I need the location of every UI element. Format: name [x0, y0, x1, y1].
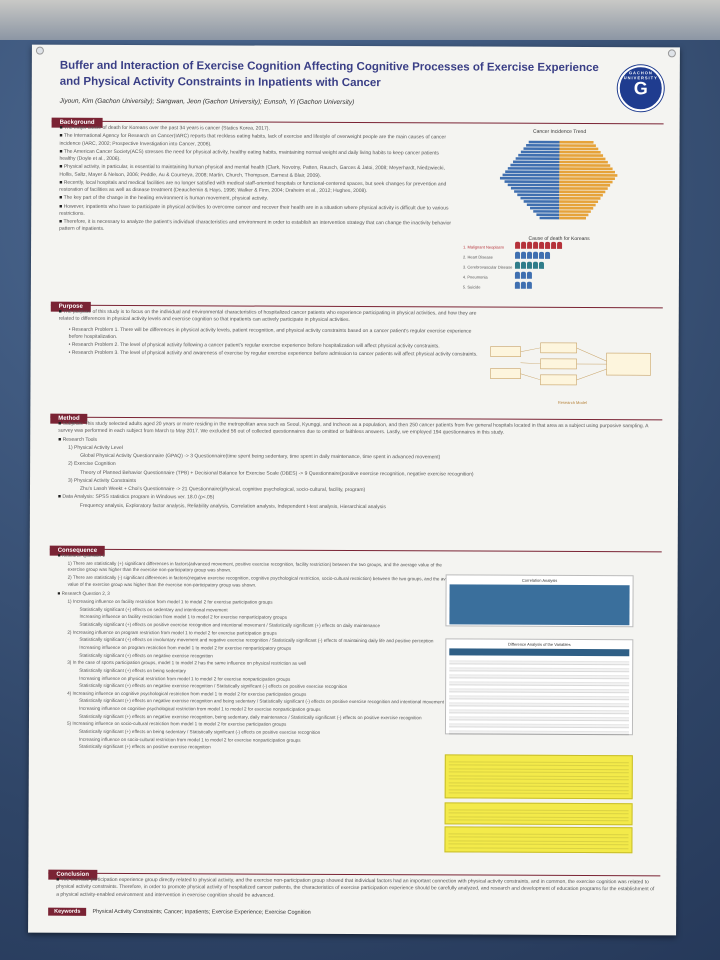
- table-row: [448, 789, 629, 795]
- pyramid-bar-right: [559, 216, 586, 220]
- pyramid-bar-right: [559, 163, 611, 167]
- pyramid-bar-right: [559, 183, 611, 187]
- pyramid-bar-left: [533, 210, 560, 213]
- method-text: Subjects: This study selected adults age…: [58, 421, 658, 513]
- regression-table-3: [444, 826, 633, 854]
- section-header-method: Method: [50, 406, 663, 424]
- research-model-caption: Research Model: [557, 399, 587, 406]
- university-logo: GACHON UNIVERSITY G: [617, 65, 664, 112]
- pyramid-bar-right: [559, 147, 599, 151]
- pyramid-bar-left: [526, 144, 560, 147]
- pyramid-bar-right: [559, 213, 589, 217]
- pyramid-bar-left: [507, 183, 560, 187]
- pyramid-bar-left: [514, 190, 560, 193]
- pyramid-bar-left: [518, 153, 560, 157]
- pyramid-bar-right: [559, 187, 608, 190]
- section-header-consequence: Consequence: [49, 538, 662, 556]
- death-row: 5. Suicide: [463, 281, 659, 292]
- pyramid-bar-right: [559, 203, 596, 207]
- section-header-background: Background: [51, 110, 664, 128]
- pyramid-bar-left: [510, 186, 560, 190]
- pyramid-bar-left: [526, 203, 560, 207]
- poster-authors: Jiyoun, Kim (Gachon University); Sangwan…: [59, 97, 355, 106]
- regression-table-2: [444, 802, 633, 826]
- pyramid-bar-right: [559, 150, 601, 154]
- pin-icon: [667, 49, 676, 58]
- pyramid-bar-left: [520, 196, 560, 200]
- pyramid-bar-right: [559, 200, 599, 204]
- pyramid-bar-left: [502, 173, 560, 177]
- pyramid-chart: [499, 140, 618, 220]
- pyramid-bar-right: [559, 144, 596, 147]
- pyramid-bar-left: [523, 200, 560, 203]
- pyramid-bar-right: [559, 170, 615, 174]
- pyramid-bar-left: [517, 193, 560, 197]
- pyramid-bar-right: [559, 196, 601, 200]
- pyramid-bar-left: [499, 176, 560, 180]
- pyramid-bar-right: [559, 193, 603, 197]
- pyramid-bar-right: [559, 206, 594, 210]
- section-header-purpose: Purpose: [50, 294, 663, 312]
- poster: Buffer and Interaction of Exercise Cogni…: [28, 44, 680, 936]
- purpose-text: The purpose of this study is to focus on…: [59, 309, 479, 360]
- pyramid-bar-left: [539, 216, 560, 220]
- pyramid-bar-right: [559, 160, 608, 164]
- pyramid-bar-left: [505, 170, 560, 174]
- pyramid-bar-left: [523, 147, 560, 151]
- pyramid-bar-right: [559, 180, 613, 184]
- pyramid-bar-left: [515, 157, 560, 160]
- pyramid-bar-left: [507, 167, 560, 170]
- background-text: The major cause of death for Koreans ove…: [59, 125, 451, 236]
- research-model-diagram: Research Model: [488, 339, 656, 406]
- pyramid-bar-right: [559, 190, 606, 194]
- conclusion-text: The exercise participation experience gr…: [56, 877, 656, 902]
- keywords-bar: Keywords Physical Activity Constraints; C…: [48, 907, 660, 922]
- pin-icon: [35, 46, 44, 55]
- pyramid-bar-right: [559, 177, 615, 181]
- cancer-chart: Cancer Incidence Trend Cause of death fo…: [459, 126, 660, 297]
- table-row: [448, 730, 629, 736]
- pyramid-bar-left: [528, 140, 560, 144]
- section-header-conclusion: Conclusion: [48, 862, 661, 880]
- poster-title: Buffer and Interaction of Exercise Cogni…: [59, 59, 599, 89]
- pyramid-bar-left: [510, 163, 560, 167]
- table-row: [448, 844, 629, 849]
- pyramid-bar-left: [504, 180, 560, 184]
- pyramid-bar-right: [559, 157, 606, 161]
- pyramid-bar-right: [559, 140, 594, 144]
- consequence-text: Research Question 1 1) There are statist…: [57, 553, 458, 754]
- pyramid-bar-left: [520, 150, 560, 154]
- pyramid-bar-right: [559, 154, 604, 157]
- regression-table-1: [444, 754, 633, 800]
- pyramid-bar-left: [513, 160, 560, 164]
- pyramid-bar-left: [530, 206, 560, 210]
- difference-table: Difference Analysis of the Variables: [444, 638, 634, 736]
- pyramid-bar-right: [559, 210, 591, 213]
- pyramid-bar-right: [559, 173, 618, 177]
- pyramid-bar-left: [536, 213, 560, 217]
- correlation-table: Correlation Analysis: [445, 574, 634, 628]
- ceiling-background: [0, 0, 720, 40]
- pyramid-bar-right: [559, 167, 613, 171]
- table-row: [448, 816, 629, 822]
